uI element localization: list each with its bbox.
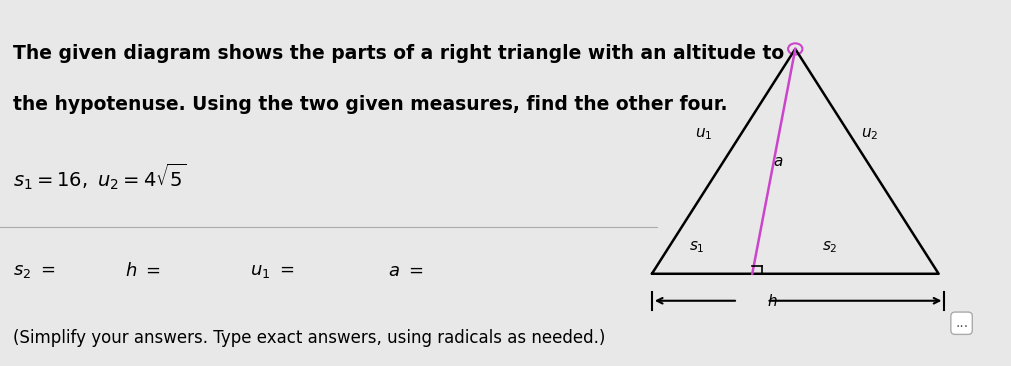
Text: $a$: $a$ [772,154,783,169]
Text: $s_2$: $s_2$ [821,239,837,255]
Text: $s_2\ =$: $s_2\ =$ [13,262,56,280]
Text: $u_1\ =$: $u_1\ =$ [250,262,294,280]
Text: $s_1$: $s_1$ [687,239,704,255]
Text: $h\ =$: $h\ =$ [125,262,161,280]
Text: $s_1 = 16,\ u_2 = 4\sqrt{5}$: $s_1 = 16,\ u_2 = 4\sqrt{5}$ [13,161,186,191]
Text: the hypotenuse. Using the two given measures, find the other four.: the hypotenuse. Using the two given meas… [13,95,727,114]
Text: (Simplify your answers. Type exact answers, using radicals as needed.): (Simplify your answers. Type exact answe… [13,329,605,347]
Text: $h$: $h$ [766,293,776,309]
Text: $a\ =$: $a\ =$ [388,262,424,280]
Text: $u_2$: $u_2$ [860,127,878,142]
Text: ...: ... [954,316,968,330]
Text: $u_1$: $u_1$ [695,127,712,142]
Text: The given diagram shows the parts of a right triangle with an altitude to: The given diagram shows the parts of a r… [13,44,784,63]
